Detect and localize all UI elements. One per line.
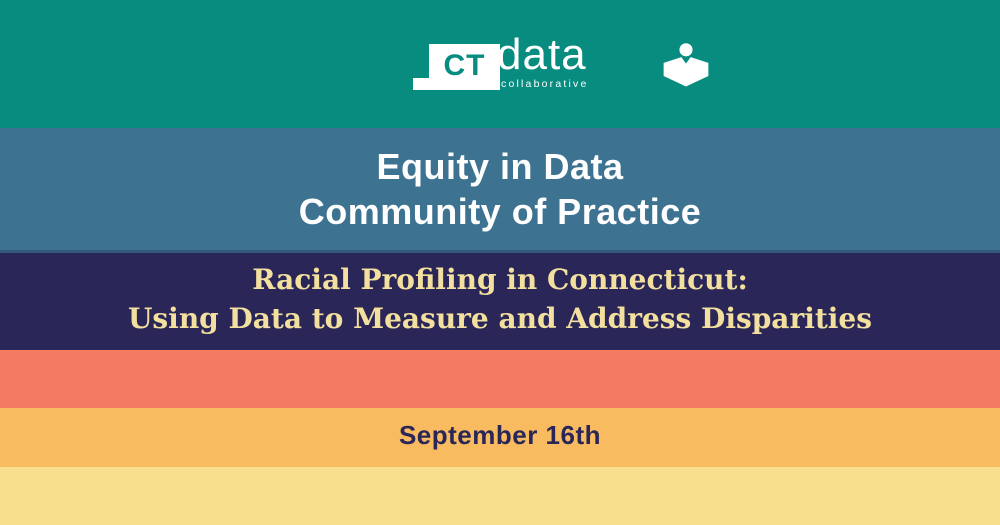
reader-open-book-icon bbox=[663, 43, 709, 87]
coral-spacer-band bbox=[0, 350, 1000, 408]
program-name-line2: Community of Practice bbox=[298, 191, 702, 232]
session-title-line2: Using Data to Measure and Address Dispar… bbox=[128, 301, 872, 335]
logo-data-label: data bbox=[497, 30, 587, 79]
date-band: September 16th bbox=[0, 408, 1000, 467]
session-title-line1: Racial Profiling in Connecticut: bbox=[252, 262, 748, 296]
connecticut-state-shape-icon bbox=[413, 44, 500, 90]
footer-spacer-band bbox=[0, 467, 1000, 525]
ctdata-logo: CT bbox=[413, 44, 500, 90]
program-band: Equity in Data Community of Practice bbox=[0, 128, 1000, 253]
session-title-band: Racial Profiling in Connecticut: Using D… bbox=[0, 253, 1000, 350]
logo-band: CT data collaborative bbox=[0, 0, 1000, 128]
logo-ct-letters: CT bbox=[443, 49, 486, 82]
program-name-line1: Equity in Data bbox=[376, 146, 624, 187]
logo-collaborative-label: collaborative bbox=[501, 78, 589, 90]
event-date: September 16th bbox=[398, 420, 602, 450]
